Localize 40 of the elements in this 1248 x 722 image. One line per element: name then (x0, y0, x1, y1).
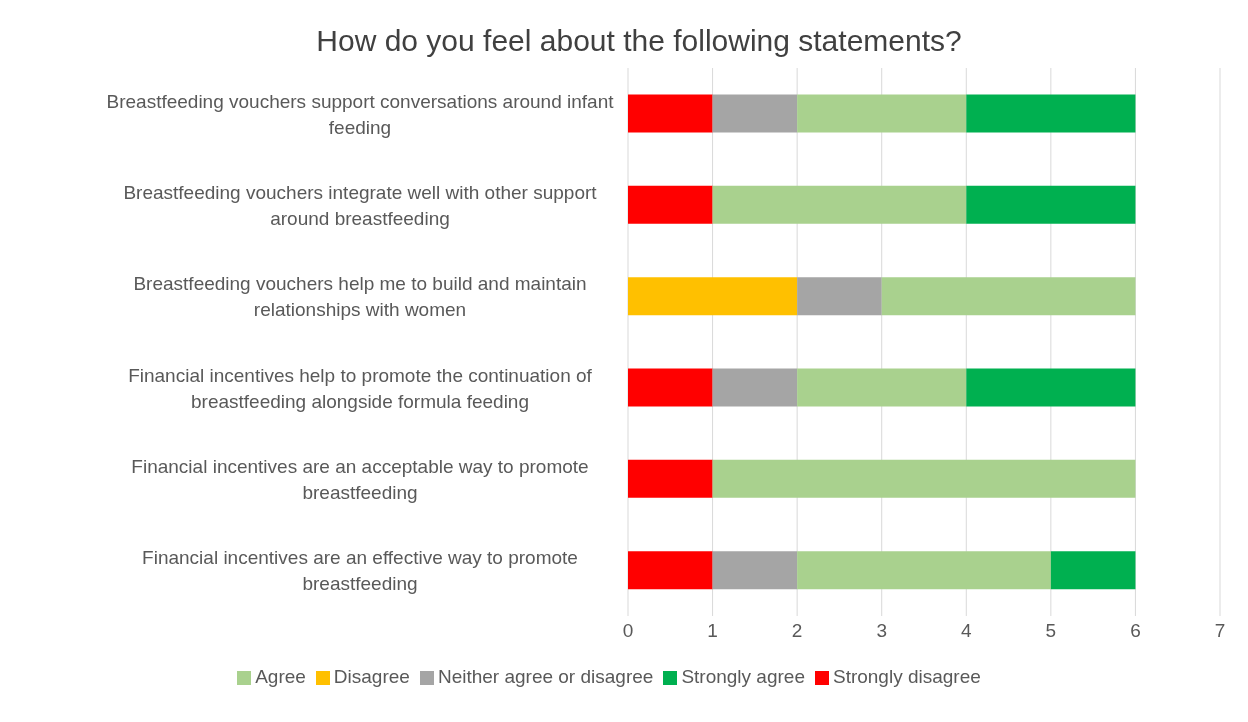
x-tick-label: 0 (622, 620, 634, 642)
x-tick-label: 6 (1130, 620, 1141, 642)
y-tick-label: Financial incentives are an effective way to promote breastfeeding (142, 546, 578, 594)
legend-label: Neither agree or disagree (437, 666, 654, 687)
legend-label: Strongly agree (681, 666, 805, 687)
bar (1050, 551, 1136, 590)
bar (712, 551, 798, 590)
chart-title: How do you feel about the following statements? (315, 23, 963, 58)
x-tick-label: 2 (791, 620, 803, 642)
y-tick-label: Financial incentives help to promote the continuation of breastfeeding alongside formula feeding (128, 364, 593, 412)
y-tick-label: Breastfeeding vouchers support conversations around infant feeding (106, 90, 615, 138)
bar (628, 551, 713, 590)
x-tick-label: 1 (707, 620, 718, 642)
bar (628, 94, 713, 133)
bar (628, 185, 713, 224)
bar (881, 277, 1136, 316)
bar (712, 368, 798, 407)
bar (628, 459, 713, 498)
x-tick-label: 5 (1045, 620, 1057, 642)
bar (712, 185, 967, 224)
bar (628, 277, 798, 316)
x-tick-label: 7 (1214, 620, 1226, 642)
y-tick-label: Breastfeeding vouchers help me to build and maintain relationships with women (133, 272, 587, 320)
bar (712, 94, 798, 133)
bar (966, 185, 1136, 224)
bar (966, 94, 1136, 133)
bar (628, 368, 713, 407)
bar (797, 277, 882, 316)
legend-label: Disagree (333, 666, 410, 687)
bar (797, 368, 967, 407)
bar (966, 368, 1136, 407)
y-tick-label: Financial incentives are an acceptable way to promote breastfeeding (131, 455, 589, 503)
x-tick-label: 3 (876, 620, 887, 642)
y-tick-label: Breastfeeding vouchers integrate well with other support around breastfeeding (123, 181, 598, 229)
x-tick-label: 4 (961, 620, 972, 642)
bar (797, 551, 1051, 590)
legend-label: Strongly disagree (832, 666, 981, 687)
bar (712, 459, 1136, 498)
legend-label: Agree (255, 666, 306, 687)
bar (797, 94, 967, 133)
